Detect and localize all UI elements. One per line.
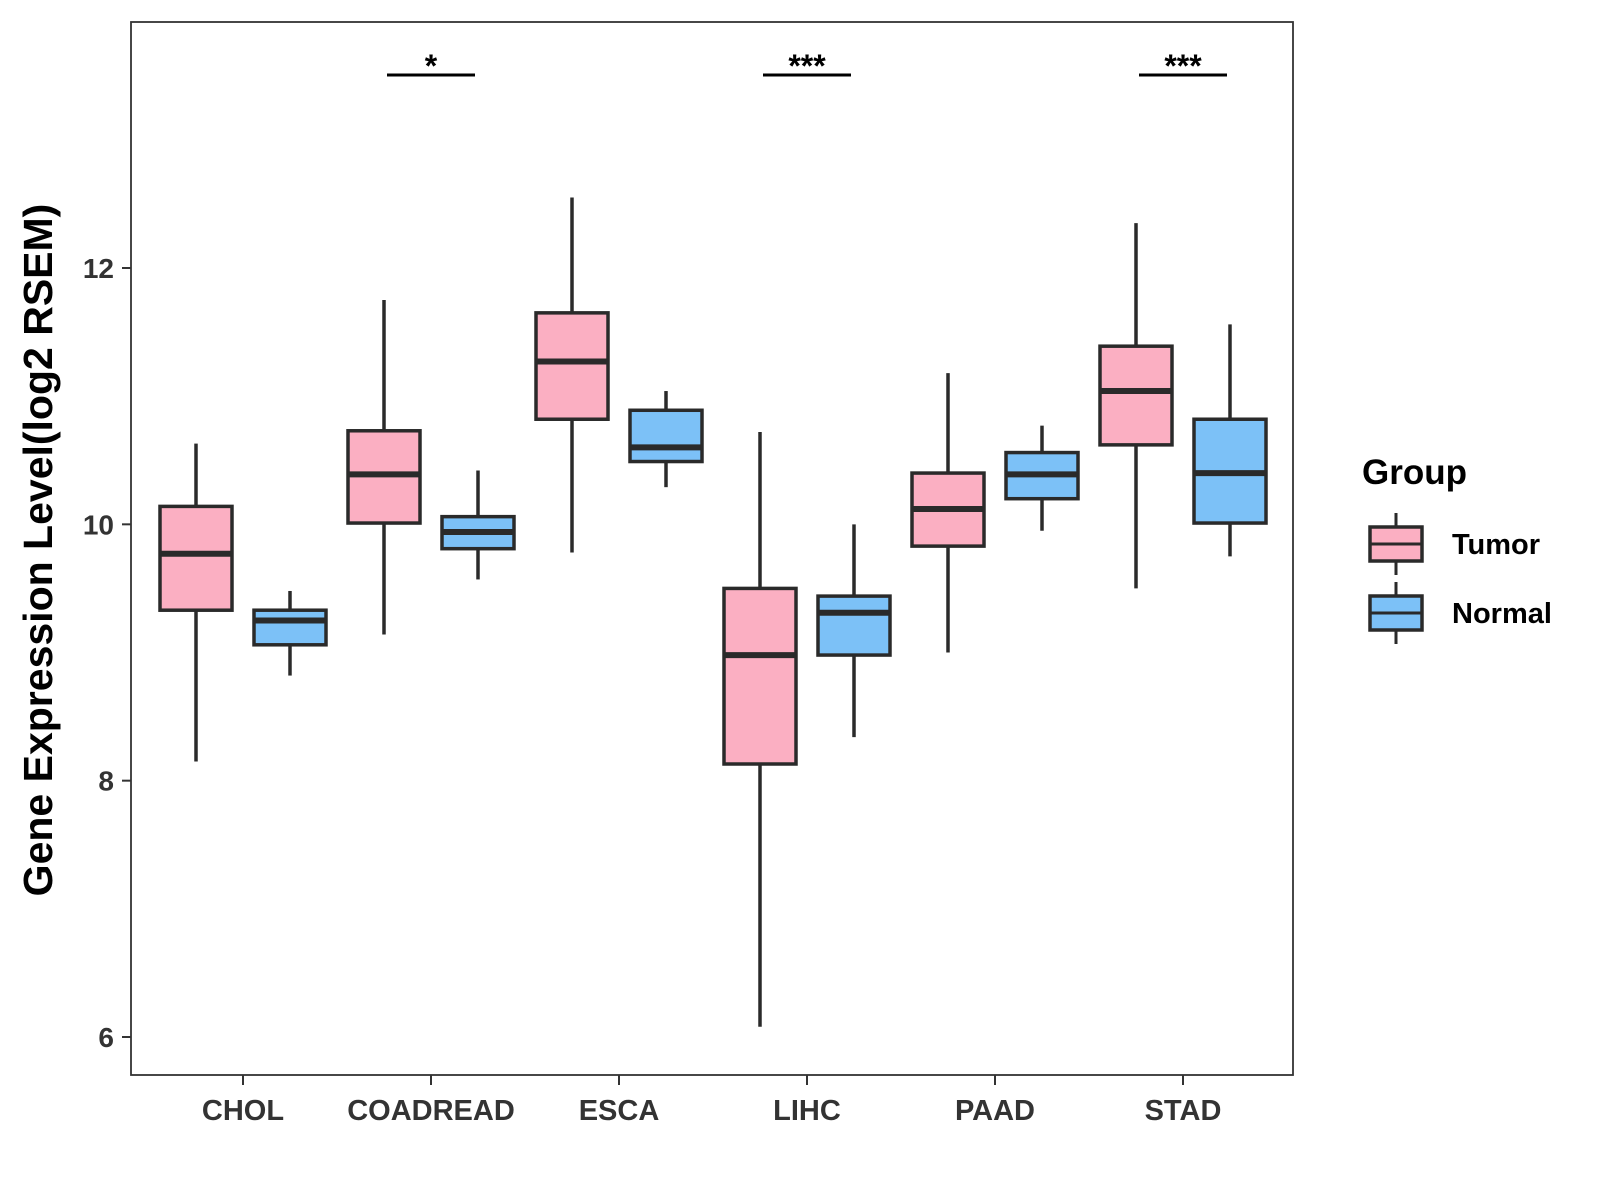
box-coadread-normal <box>440 470 516 580</box>
box-body-stad-tumor <box>1098 344 1174 447</box>
x-axis: CHOL COADREAD ESCA LIHC PAAD STAD <box>202 1075 1221 1127</box>
x-tick-label-chol: CHOL <box>202 1095 284 1127</box>
box-coadread-tumor <box>346 300 422 635</box>
box-stad-normal <box>1192 324 1268 557</box>
x-tick-label-esca: ESCA <box>579 1095 660 1127</box>
x-tick-label-lihc: LIHC <box>773 1095 841 1127</box>
y-tick-label-10: 10 <box>83 509 114 540</box>
box-paad-tumor <box>910 373 986 653</box>
box-paad-normal <box>1004 425 1080 531</box>
y-axis: 6 8 10 12 <box>83 253 131 1053</box>
significance-annotations: * *** *** <box>387 48 1227 84</box>
box-body-chol-tumor <box>158 504 234 612</box>
y-tick-label-6: 6 <box>98 1022 114 1053</box>
box-esca-tumor <box>534 197 610 553</box>
box-esca-normal <box>628 391 704 488</box>
x-tick-label-paad: PAAD <box>955 1095 1035 1127</box>
box-chol-tumor <box>158 443 234 762</box>
box-body-lihc-tumor <box>722 586 798 766</box>
legend-label-tumor: Tumor <box>1452 529 1540 561</box>
box-body-esca-normal <box>628 408 704 464</box>
significance-label-coadread: * <box>425 48 438 84</box>
box-body-esca-tumor <box>534 311 610 421</box>
x-tick-label-stad: STAD <box>1145 1095 1222 1127</box>
box-stad-tumor <box>1098 223 1174 589</box>
box-body-chol-normal <box>252 608 328 647</box>
x-tick-label-coadread: COADREAD <box>347 1095 515 1127</box>
legend-label-normal: Normal <box>1452 598 1552 630</box>
box-lihc-tumor <box>722 432 798 1027</box>
legend: Group Tumor Normal <box>1362 453 1552 644</box>
y-axis-label: Gene Expression Level(log2 RSEM) <box>15 204 61 897</box>
y-tick-label-12: 12 <box>83 253 114 284</box>
box-body-lihc-normal <box>816 594 892 657</box>
significance-label-lihc: *** <box>788 48 826 84</box>
box-chol-normal <box>252 590 328 676</box>
box-lihc-normal <box>816 524 892 738</box>
boxes-layer <box>158 197 1268 1027</box>
significance-label-stad: *** <box>1164 48 1202 84</box>
plot-panel-border <box>130 21 1294 1076</box>
y-tick-label-8: 8 <box>98 766 114 797</box>
legend-title: Group <box>1362 453 1467 492</box>
